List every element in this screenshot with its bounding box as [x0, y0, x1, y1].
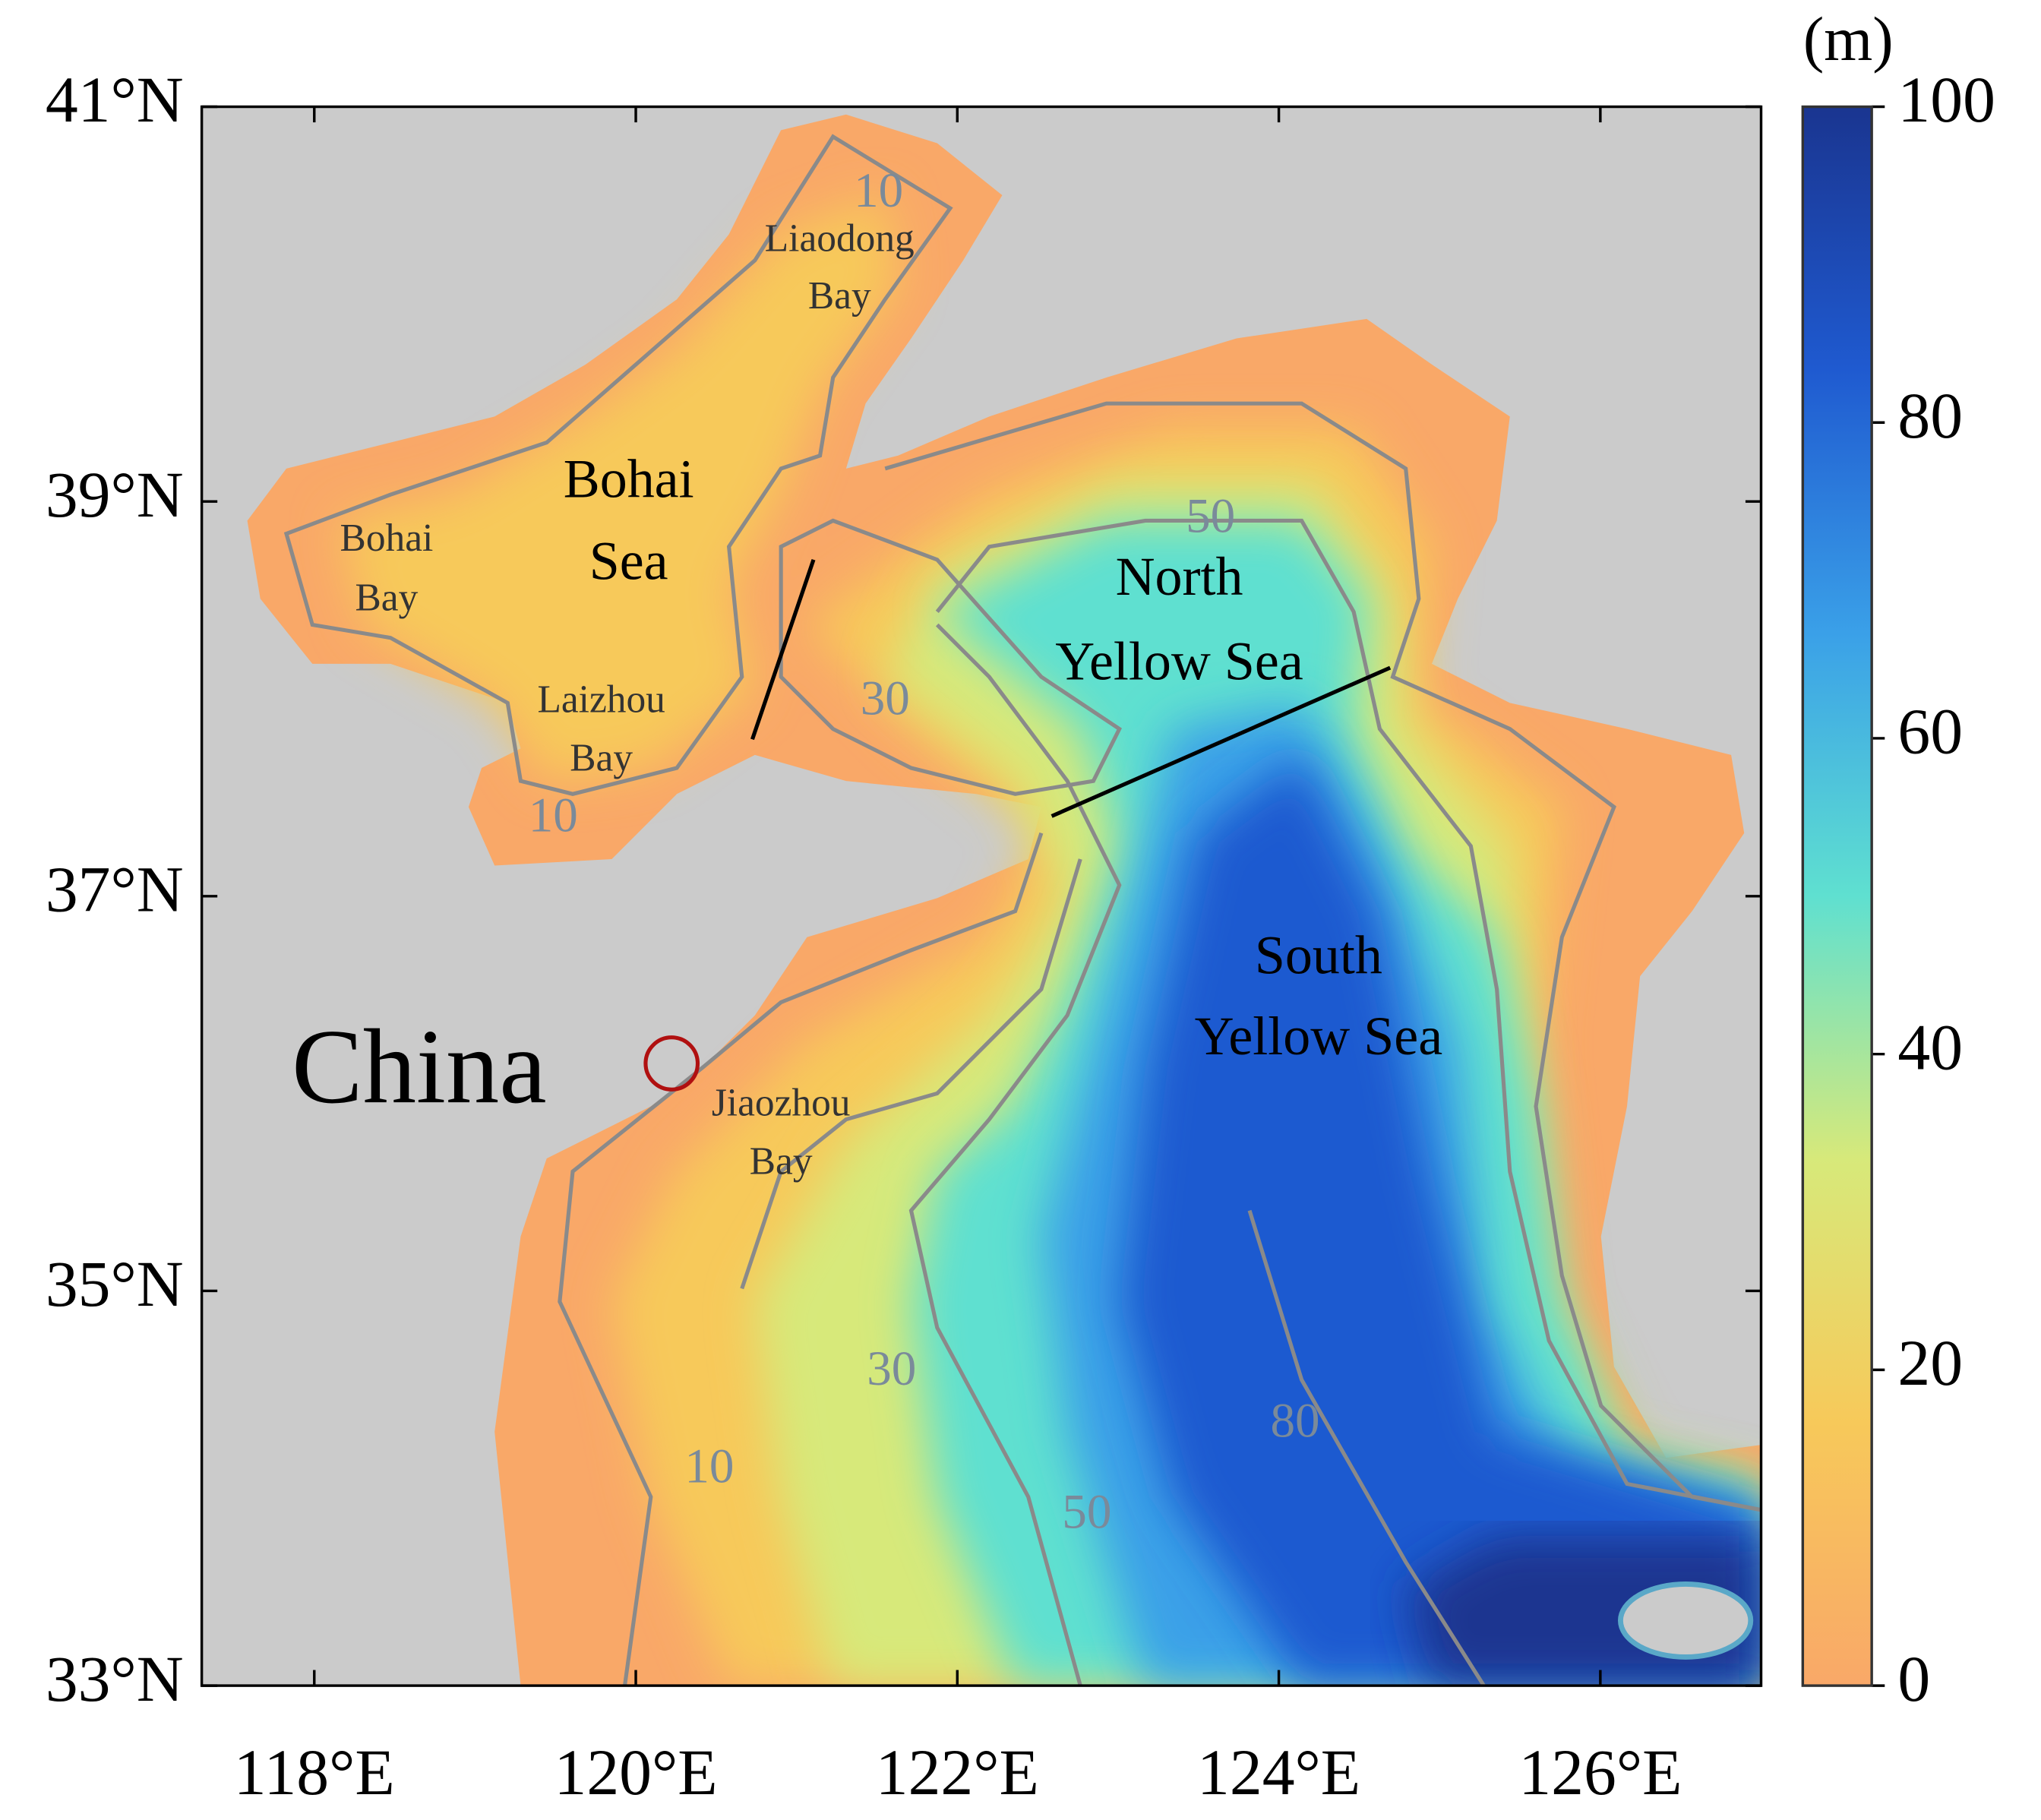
site-marker [643, 1035, 700, 1092]
boundary-line [750, 559, 816, 741]
x-tick-label: 122°E [876, 1736, 1039, 1809]
colorbar-tick-label: 0 [1897, 1643, 1930, 1715]
label-line: Bohai [340, 517, 434, 560]
contour-10-east [884, 401, 1761, 1512]
contour-label: 80 [1270, 1393, 1319, 1448]
contour-label: 50 [1062, 1484, 1111, 1539]
colorbar-unit: (m) [1803, 5, 1894, 74]
colorbar-tick-label: 40 [1897, 1011, 1963, 1083]
label-line: Bay [355, 576, 419, 619]
figure-group: 10 10 10 30 30 50 50 80 China Bohai Sea B… [46, 5, 1995, 1809]
island [1618, 1581, 1754, 1660]
region-label: South Yellow Sea [1195, 924, 1443, 1066]
region-label: Laizhou Bay [537, 678, 665, 779]
region-label: Liaodong Bay [765, 217, 915, 318]
contour-label: 30 [861, 671, 910, 725]
contour-30-strait [779, 518, 1123, 796]
label-line: Bay [808, 274, 871, 318]
boundary-line [1051, 665, 1392, 818]
region-label: North Yellow Sea [1055, 545, 1303, 690]
label-line: Yellow Sea [1195, 1005, 1443, 1066]
contour-label: 10 [854, 163, 903, 218]
label-line: North [1116, 545, 1243, 606]
contour-10-bohai [283, 134, 953, 796]
colorbar-tick-label: 100 [1897, 64, 1995, 136]
contour-label: 30 [867, 1341, 916, 1396]
y-tick-label: 39°N [46, 459, 184, 531]
label-line: Bay [750, 1139, 813, 1183]
label-line: South [1255, 924, 1382, 985]
y-tick-label: 35°N [46, 1248, 184, 1320]
region-label: China [292, 1008, 547, 1126]
label-line: Bay [570, 736, 633, 779]
contour-label: 10 [529, 788, 578, 843]
label-line: Yellow Sea [1055, 630, 1303, 691]
axes: 118°E 120°E 122°E 124°E 126°E 33°N 35°N 37°N 39°… [46, 64, 1995, 1809]
region-label: Jiaozhou Bay [712, 1081, 851, 1183]
x-tick-label: 124°E [1197, 1736, 1360, 1809]
label-line: Laizhou [537, 678, 665, 721]
contour-label: 50 [1186, 488, 1235, 543]
region-labels: China Bohai Sea Bohai Bay Liaodong Bay Laiz… [292, 217, 1442, 1183]
y-tick-label: 41°N [46, 64, 184, 136]
contour-30-west [740, 858, 1082, 1290]
region-label: Bohai Sea [564, 448, 694, 591]
region-label: Bohai Bay [340, 517, 434, 620]
label-line: Sea [589, 530, 668, 591]
y-tick-label: 33°N [46, 1643, 184, 1715]
colorbar-tick-label: 80 [1897, 380, 1963, 452]
label-line: Jiaozhou [712, 1081, 851, 1124]
contour-50-east [935, 518, 1761, 1512]
contour-10-west [558, 832, 1044, 1686]
sea [247, 114, 1761, 1686]
y-tick-label: 37°N [46, 853, 184, 925]
contours [283, 134, 1761, 1686]
colorbar [1801, 105, 1873, 1687]
x-tick-label: 118°E [234, 1736, 395, 1809]
colorbar-tick-label: 60 [1897, 696, 1963, 768]
x-tick-label: 120°E [554, 1736, 718, 1809]
contour-50-west [908, 623, 1122, 1686]
contour-labels: 10 10 10 30 30 50 50 80 [529, 163, 1320, 1539]
colorbar-tick-label: 20 [1897, 1327, 1963, 1399]
contour-80 [1247, 1209, 1486, 1686]
contour-label: 10 [684, 1439, 734, 1493]
label-line: Bohai [564, 448, 694, 509]
depth-layer [1119, 754, 1761, 1686]
x-tick-label: 126°E [1518, 1736, 1682, 1809]
label-line: Liaodong [765, 217, 915, 261]
